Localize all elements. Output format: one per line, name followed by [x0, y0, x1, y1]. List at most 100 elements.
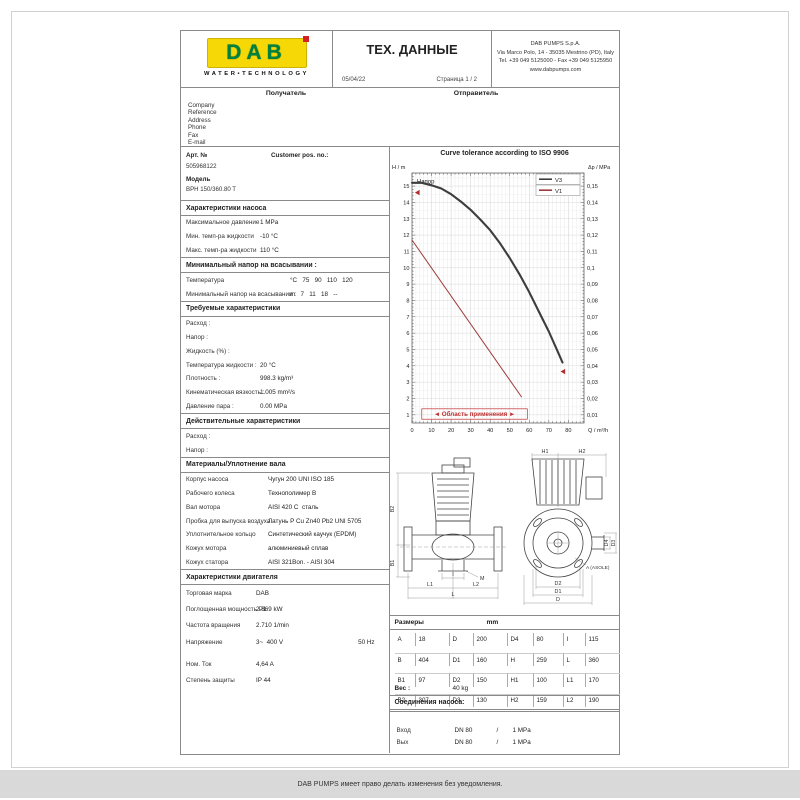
svg-text:7: 7 [406, 315, 409, 321]
dim-d3-label: D3 [611, 540, 617, 547]
table-row: Расход : [186, 320, 211, 328]
application-range-box [420, 408, 528, 420]
weight-value: 40 kg [452, 684, 469, 692]
table-row: Напор : [186, 446, 208, 454]
dim-b1-label: B1 [390, 560, 396, 567]
text-line: Address [188, 116, 211, 124]
customer-pos-label: Customer pos. no.: [271, 152, 329, 159]
weight-row: Вес : 40 kg [389, 681, 620, 696]
table-row: A 18 D 200 D4 80 I 115 [390, 630, 620, 649]
text-line: Fax [188, 131, 199, 139]
dim-h1-label: H1 [541, 449, 548, 455]
text-line: Tel. +39 049 5125000 - Fax +39 049 51259… [498, 58, 613, 65]
svg-text:14: 14 [403, 200, 409, 206]
table-row: Кинематическая вязкость :1.005 mm²/s [186, 389, 295, 397]
text-line: www.dabpumps.com [529, 66, 582, 73]
table-row: Температура °C 75 90 110 120 [186, 276, 353, 284]
svg-text:0,1: 0,1 [587, 266, 595, 272]
svg-text:2: 2 [406, 396, 409, 402]
header-center: ТЕХ. ДАННЫЕ 05/04/22 Страница 1 / 2 [333, 31, 491, 87]
dim-l2-label: L2 [473, 582, 479, 588]
duty-range-marker [414, 189, 420, 196]
table-row: Напряжение 3~ 400 V 50 Hz [186, 638, 375, 646]
pump-front-view [523, 458, 604, 578]
text-line: E-mail [188, 139, 206, 147]
svg-text:Q / m³/h: Q / m³/h [588, 428, 608, 434]
svg-text:0,15: 0,15 [587, 184, 598, 190]
dim-l-label: L [451, 592, 454, 598]
application-range-label: ◄ Область применения ► [433, 411, 514, 418]
article-number: 505968122 [186, 162, 217, 170]
svg-text:10: 10 [428, 428, 434, 434]
table-row: Кожух статора AISI 321Bon. - AISI 304 [186, 559, 335, 567]
dim-d2-label: D2 [554, 581, 561, 587]
table-row: Поглощенная мощность P1 2.869 kW [186, 606, 283, 614]
svg-text:0,14: 0,14 [587, 200, 598, 206]
table-row: Уплотнительное кольцо Синтетический каучу… [186, 531, 357, 539]
dim-d1-label: D1 [554, 589, 561, 595]
svg-text:50: 50 [506, 428, 512, 434]
svg-text:6: 6 [406, 331, 409, 337]
svg-text:0: 0 [410, 428, 413, 434]
axis-labels: 1234567891011121314150,010,020,030,040,0… [392, 165, 610, 434]
pump-drawing-svg: B2 B1 L1 L2 L I M H1 H2 D4 D3 D2 D1 D [390, 449, 617, 605]
dim-b2-label: B2 [390, 506, 396, 513]
series-V3 [410, 181, 564, 364]
connections-section: Соединения насоса: Вход DN 80/1 MPa Вых DN … [389, 695, 620, 748]
page-frame [11, 11, 789, 768]
table-row: Вых DN 80/1 MPa [396, 738, 531, 746]
section-title: Действительные характеристики [181, 414, 389, 430]
dab-logo: DAB WATER•TECHNOLOGY [181, 31, 333, 87]
logo-brand-text: DAB [226, 41, 287, 64]
duty-range-marker [560, 368, 565, 375]
article-label: Арт. № [186, 152, 208, 159]
svg-text:Δp / MPa: Δp / MPa [588, 165, 610, 171]
svg-text:0,12: 0,12 [587, 233, 598, 239]
connections-title: Соединения насоса: [389, 695, 620, 710]
table-row: B 404 D1 160 H 259 L 360 [390, 649, 620, 669]
table-row: Плотность :998.3 kg/m³ [186, 375, 294, 383]
logo-tagline: WATER•TECHNOLOGY [203, 71, 310, 77]
page-number: Страница 1 / 2 [436, 77, 477, 83]
pump-side-view [399, 457, 508, 572]
materials-section: Материалы/Уплотнение вала Корпус насоса Ч… [181, 456, 389, 569]
axis-ticks [411, 172, 584, 423]
table-row: B2 307 D3 130 H2 159 L2 190 [390, 690, 620, 710]
table-row: Вход DN 80/1 MPa [396, 726, 531, 734]
required-characteristics-section: Требуемые характеристики Расход : Напор :… [181, 300, 389, 413]
svg-text:0,13: 0,13 [587, 217, 598, 223]
svg-text:11: 11 [403, 249, 409, 255]
text-line: Company [188, 102, 215, 109]
svg-text:20: 20 [448, 428, 454, 434]
series-V1 [411, 239, 522, 398]
drawing-dim-labels: B2 B1 L1 L2 L I M H1 H2 D4 D3 D2 D1 D [390, 449, 617, 603]
table-row: Температура жидкости :20 °C [186, 361, 276, 369]
section-title: Характеристики двигателя [181, 570, 389, 586]
table-row: Максимальное давление 1 MPa [186, 219, 279, 227]
text-line: DAB PUMPS S.p.A. [530, 41, 581, 47]
text-line: Phone [188, 124, 206, 132]
svg-text:8: 8 [406, 298, 409, 304]
dab-logo-box: DAB [206, 36, 309, 68]
dim-d-label: D [556, 597, 560, 603]
svg-text:12: 12 [403, 233, 409, 239]
page-title: ТЕХ. ДАННЫЕ [366, 42, 458, 57]
table-row: Жидкость (%) : [186, 347, 230, 355]
table-row: Пробка для выпуска воздуха Латунь P Cu Zn… [186, 517, 362, 525]
table-row: Кожух мотора алюминиевый сплав [186, 545, 329, 553]
svg-text:0,02: 0,02 [587, 396, 598, 402]
svg-text:0,07: 0,07 [587, 315, 598, 321]
section-title: Минимальный напор на всасывании : [181, 258, 389, 274]
section-title: Материалы/Уплотнение вала [181, 458, 389, 473]
table-row: Вал мотора AISI 420 C сталь [186, 503, 319, 511]
table-row: Корпус насоса Чугун 200 UNI ISO 185 [186, 476, 334, 484]
dim-d4-label: D4 [604, 540, 610, 547]
actual-characteristics-section: Действительные характеристики Расход : На… [181, 413, 389, 457]
svg-text:40: 40 [487, 428, 493, 434]
min-suction-head-section: Минимальный напор на всасывании : Темпер… [181, 257, 389, 301]
curve-chart-svg: 1234567891011121314150,010,020,030,040,0… [392, 165, 610, 434]
svg-text:0,06: 0,06 [587, 331, 598, 337]
legend-box [535, 173, 580, 185]
table-row: Частота вращения 2.710 1/min [186, 622, 289, 630]
